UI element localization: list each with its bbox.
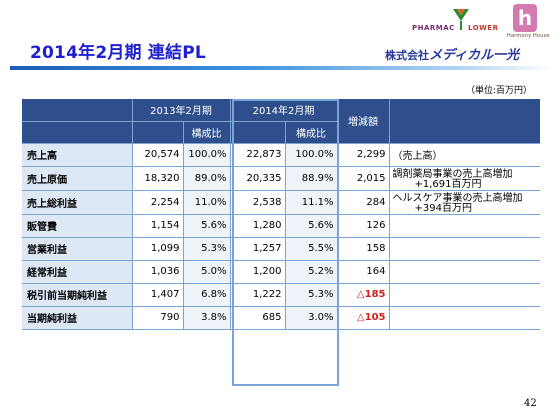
row-label: 売上原価 [22, 166, 133, 191]
header-row-1: 2013年2月期 2014年2月期 増減額 [22, 99, 540, 144]
fy2014-value: 2,538 [230, 190, 286, 215]
row-label: 売上高 [22, 143, 133, 167]
row-label: 営業利益 [22, 237, 133, 261]
note-empty [389, 237, 540, 261]
fy2014-value: 22,873 [230, 143, 286, 167]
header-row-2: 構成比 構成比 [22, 121, 540, 144]
table-row: 営業利益 1,099 5.3% 1,257 5.5% 158 [22, 237, 540, 261]
company-brand: メディカル一光 [429, 48, 520, 63]
company-prefix: 株式会社 [385, 49, 429, 62]
fy2013-value: 2,254 [132, 190, 184, 215]
unit-note: （単位:百万円） [466, 86, 533, 96]
corner-cell [22, 99, 133, 122]
fy2013-value: 1,407 [132, 283, 184, 307]
header-ratio2014: 構成比 [285, 121, 338, 144]
header-fy2013: 2013年2月期 [132, 99, 231, 122]
ratio2014-value: 88.9% [285, 166, 338, 191]
fy2013-value: 1,154 [132, 214, 184, 238]
fy2014-value: 20,335 [230, 166, 286, 191]
title-divider [10, 66, 550, 70]
header-fy2013-amount [132, 121, 184, 144]
flower-icon [453, 9, 469, 30]
ratio2014-value: 5.2% [285, 260, 338, 284]
pl-table: 2013年2月期 2014年2月期 増減額 構成比 構成比 売上高 20,574… [22, 99, 540, 330]
ratio2013-value: 100.0% [183, 143, 231, 167]
page-number: 42 [524, 398, 537, 409]
change-value: 126 [337, 214, 390, 238]
ratio2013-value: 11.0% [183, 190, 231, 215]
note-healthcare-line2: +394百万円 [414, 202, 472, 214]
note-pharmacy-line2: +1,691百万円 [414, 178, 482, 190]
header-ratio2013: 構成比 [183, 121, 231, 144]
ratio2014-value: 3.0% [285, 306, 338, 330]
table-row: 税引前当期純利益 1,407 6.8% 1,222 5.3% △185 [22, 283, 540, 307]
header-fy2014-amount [230, 121, 286, 144]
row-label: 販管費 [22, 214, 133, 238]
note-healthcare-line1: ヘルスケア事業の売上高増加 [392, 192, 523, 204]
harmony-house-text: Harmony House [507, 33, 550, 39]
fy2014-value: 1,222 [230, 283, 286, 307]
table-row: 販管費 1,154 5.6% 1,280 5.6% 126 [22, 214, 540, 238]
note-empty [389, 283, 540, 307]
ratio2013-value: 3.8% [183, 306, 231, 330]
note-sales: （売上高） [389, 143, 540, 167]
logo-pharmacy-text: PHARMAC [412, 24, 455, 32]
row-label: 当期純利益 [22, 306, 133, 330]
ratio2013-value: 5.6% [183, 214, 231, 238]
page-title: 2014年2月期 連結PL [30, 43, 206, 63]
note-empty [389, 306, 540, 330]
ratio2013-value: 5.0% [183, 260, 231, 284]
change-value: 2,299 [337, 143, 390, 167]
fy2014-value: 1,280 [230, 214, 286, 238]
change-value: 158 [337, 237, 390, 261]
ratio2013-value: 6.8% [183, 283, 231, 307]
ratio2014-value: 5.3% [285, 283, 338, 307]
ratio2014-value: 5.6% [285, 214, 338, 238]
row-label: 売上総利益 [22, 190, 133, 215]
note-empty [389, 214, 540, 238]
fy2013-value: 1,036 [132, 260, 184, 284]
ratio2014-value: 5.5% [285, 237, 338, 261]
fy2014-value: 685 [230, 306, 286, 330]
row-label: 税引前当期純利益 [22, 283, 133, 307]
fy2014-value: 1,200 [230, 260, 286, 284]
row-label: 経常利益 [22, 260, 133, 284]
header-fy2014: 2014年2月期 [230, 99, 338, 122]
fy2013-value: 20,574 [132, 143, 184, 167]
corner-cell-2 [22, 121, 133, 144]
change-value: 2,015 [337, 166, 390, 191]
ratio2013-value: 5.3% [183, 237, 231, 261]
change-value: △185 [337, 283, 390, 307]
note-healthcare: ヘルスケア事業の売上高増加 +394百万円 [389, 190, 540, 215]
header-note [389, 99, 540, 144]
note-empty [389, 260, 540, 284]
header-change: 増減額 [337, 99, 390, 144]
logo-flower-text: LOWER [468, 24, 499, 32]
company-name: 株式会社メディカル一光 [385, 44, 519, 63]
table-row: 売上高 20,574 100.0% 22,873 100.0% 2,299 （売… [22, 143, 540, 167]
table-row: 当期純利益 790 3.8% 685 3.0% △105 [22, 306, 540, 330]
table-row: 売上総利益 2,254 11.0% 2,538 11.1% 284 ヘルスケア事… [22, 190, 540, 215]
harmony-house-icon: h [513, 4, 537, 32]
note-pharmacy: 調剤薬局事業の売上高増加 +1,691百万円 [389, 166, 540, 191]
fy2013-value: 1,099 [132, 237, 184, 261]
fy2014-value: 1,257 [230, 237, 286, 261]
ratio2013-value: 89.0% [183, 166, 231, 191]
ratio2014-value: 100.0% [285, 143, 338, 167]
fy2013-value: 790 [132, 306, 184, 330]
company-logo: PHARMAC LOWER h Harmony House 株式会社メディカル一… [385, 4, 555, 66]
change-value: 164 [337, 260, 390, 284]
table-row: 売上原価 18,320 89.0% 20,335 88.9% 2,015 調剤薬… [22, 166, 540, 191]
table-row: 経常利益 1,036 5.0% 1,200 5.2% 164 [22, 260, 540, 284]
change-value: 284 [337, 190, 390, 215]
note-pharmacy-line1: 調剤薬局事業の売上高増加 [392, 168, 513, 180]
ratio2014-value: 11.1% [285, 190, 338, 215]
fy2013-value: 18,320 [132, 166, 184, 191]
change-value: △105 [337, 306, 390, 330]
